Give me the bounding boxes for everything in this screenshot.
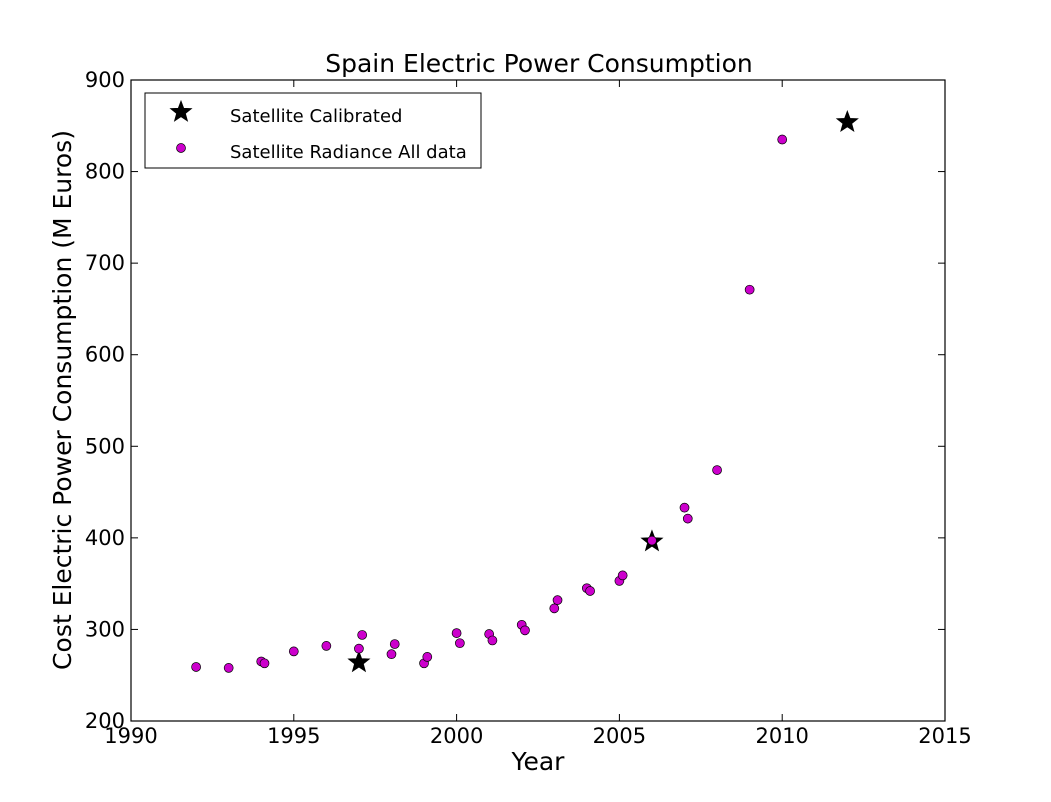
radiance-point [321, 641, 332, 651]
radiance-point [259, 658, 270, 669]
radiance-point [712, 465, 722, 475]
calibrated-star-point [347, 650, 371, 673]
legend-label-satellite-calibrated: Satellite Calibrated [230, 106, 402, 127]
chart-title: Spain Electric Power Consumption [325, 49, 753, 78]
y-tick-label: 800 [85, 160, 125, 184]
radiance-point [679, 502, 690, 513]
legend-label-satellite-radiance: Satellite Radiance All data [230, 142, 467, 163]
radiance-point [357, 630, 368, 640]
y-tick-label: 400 [85, 526, 125, 550]
radiance-point [354, 643, 364, 654]
legend-star-icon [169, 99, 193, 122]
x-tick-label: 2015 [918, 724, 971, 748]
y-axis-label: Cost Electric Power Consumption (M Euros… [48, 130, 77, 670]
radiance-point [682, 513, 693, 524]
y-tick-label: 700 [85, 251, 125, 275]
x-axis-label: Year [511, 747, 566, 776]
axis-ticks [130, 79, 946, 722]
y-tick-label: 900 [85, 68, 125, 92]
x-tick-label: 2005 [593, 724, 646, 748]
radiance-point [487, 635, 498, 646]
legend-marker-satellite-radiance [176, 143, 186, 153]
radiance-point [549, 603, 560, 614]
legend: Satellite Calibrated Satellite Radiance … [144, 92, 482, 169]
calibrated-star-point [835, 109, 859, 132]
y-tick-labels: 200 300 400 500 600 700 800 900 [85, 68, 125, 733]
y-tick-label: 500 [85, 434, 125, 458]
radiance-point [386, 649, 397, 660]
radiance-point [552, 595, 563, 605]
radiance-point [451, 628, 462, 638]
radiance-point [647, 535, 657, 546]
y-tick-label: 600 [85, 343, 125, 367]
radiance-point [455, 638, 465, 649]
radiance-point [744, 284, 755, 295]
radiance-point [617, 570, 628, 581]
y-tick-label: 200 [85, 709, 125, 733]
radiance-point [777, 134, 788, 145]
legend-circle-icon [176, 143, 186, 153]
x-tick-label: 2010 [755, 724, 808, 748]
radiance-point [585, 586, 595, 596]
radiance-point [191, 662, 201, 672]
radiance-point [520, 625, 530, 636]
x-tick-label: 1990 [104, 724, 157, 748]
radiance-point [223, 663, 234, 673]
legend-marker-satellite-calibrated [169, 99, 193, 122]
radiance-point [422, 652, 433, 662]
radiance-point [288, 646, 299, 657]
plot-frame [130, 79, 946, 722]
data-points [191, 109, 859, 673]
x-tick-labels: 1990 1995 2000 2005 2010 2015 [104, 724, 971, 748]
x-tick-label: 2000 [430, 724, 483, 748]
legend-box [144, 92, 482, 169]
x-tick-label: 1995 [267, 724, 320, 748]
y-tick-label: 300 [85, 617, 125, 641]
radiance-point [389, 639, 400, 649]
